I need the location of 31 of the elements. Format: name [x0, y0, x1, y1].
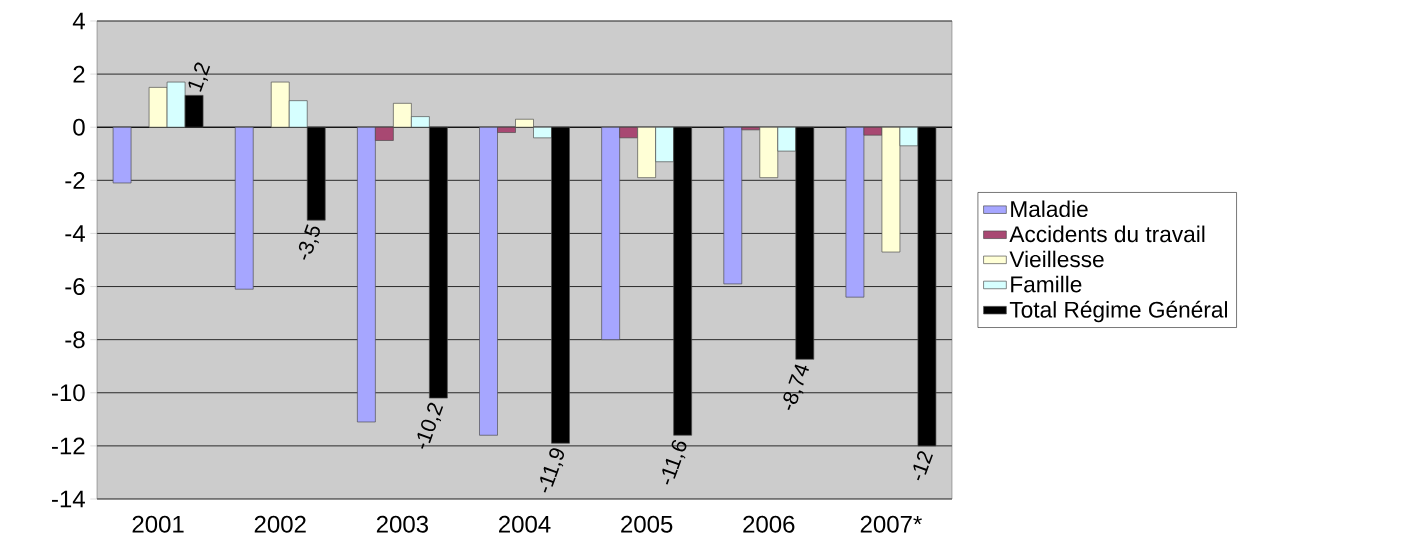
- data-label: -12: [913, 451, 933, 481]
- data-label: -3,5: [298, 224, 320, 260]
- y-tick-label: -10: [52, 384, 85, 402]
- legend-label: Total Régime Général: [1009, 300, 1227, 323]
- x-tick-label: 2001: [132, 515, 184, 533]
- data-label: 1,2: [188, 62, 211, 92]
- data-label: -10,2: [417, 402, 444, 449]
- x-tick-label: 2003: [376, 515, 428, 533]
- data-label: -11,9: [540, 448, 565, 493]
- y-tick-label: 2: [73, 65, 85, 83]
- bar: [112, 126, 132, 184]
- x-tick-label: 2006: [743, 515, 795, 533]
- legend-label: Famille: [1011, 275, 1082, 293]
- bar: [234, 126, 254, 290]
- y-tick-label: -12: [52, 437, 85, 455]
- y-tick-label: -2: [65, 171, 85, 189]
- legend-label: Accidents du travail: [1009, 225, 1205, 243]
- data-label: -8,74: [783, 364, 810, 411]
- y-tick-label: -14: [52, 490, 85, 508]
- y-tick-label: -6: [65, 278, 85, 296]
- y-tick-label: -4: [65, 225, 85, 242]
- x-tick-label: 2005: [621, 515, 673, 533]
- data-label: -11,6: [662, 440, 687, 485]
- y-tick-label: 0: [73, 118, 85, 136]
- x-tick-label: 2002: [254, 515, 306, 533]
- y-tick-label: 4: [72, 12, 85, 30]
- x-tick-label: 2007*: [860, 515, 922, 533]
- legend-label: Maladie: [1011, 200, 1088, 218]
- y-tick-label: -8: [65, 331, 85, 349]
- legend-label: Vieillesse: [1009, 250, 1104, 268]
- x-tick-label: 2004: [499, 515, 551, 533]
